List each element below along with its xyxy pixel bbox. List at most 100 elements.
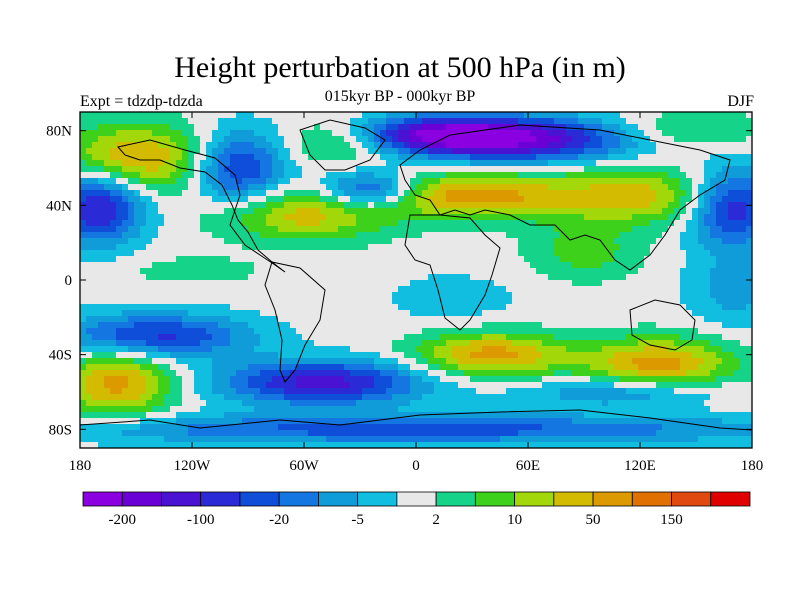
contour-cell: [182, 196, 188, 202]
contour-cell: [176, 346, 182, 352]
contour-cell: [596, 292, 602, 298]
contour-cell: [704, 208, 710, 214]
contour-cell: [122, 172, 128, 178]
contour-cell: [110, 148, 116, 154]
contour-cell: [146, 232, 152, 238]
contour-cell: [506, 184, 512, 190]
contour-cell: [548, 202, 554, 208]
contour-cell: [734, 364, 740, 370]
contour-cell: [320, 340, 326, 346]
contour-cell: [290, 208, 296, 214]
contour-cell: [686, 262, 692, 268]
contour-cell: [434, 310, 440, 316]
contour-cell: [266, 172, 272, 178]
contour-cell: [440, 184, 446, 190]
contour-cell: [608, 328, 614, 334]
contour-cell: [218, 340, 224, 346]
contour-cell: [368, 154, 374, 160]
contour-cell: [680, 334, 686, 340]
contour-cell: [206, 118, 212, 124]
contour-cell: [656, 154, 662, 160]
contour-cell: [710, 250, 716, 256]
contour-cell: [308, 148, 314, 154]
contour-cell: [416, 262, 422, 268]
contour-cell: [182, 178, 188, 184]
contour-cell: [320, 274, 326, 280]
contour-cell: [422, 274, 428, 280]
contour-cell: [434, 244, 440, 250]
contour-cell: [482, 130, 488, 136]
contour-cell: [176, 268, 182, 274]
contour-cell: [698, 370, 704, 376]
contour-cell: [686, 274, 692, 280]
contour-cell: [86, 130, 92, 136]
contour-cell: [224, 334, 230, 340]
contour-cell: [650, 250, 656, 256]
contour-cell: [104, 340, 110, 346]
contour-cell: [548, 316, 554, 322]
contour-cell: [242, 160, 248, 166]
contour-cell: [404, 256, 410, 262]
contour-cell: [368, 118, 374, 124]
contour-cell: [80, 340, 86, 346]
contour-cell: [704, 196, 710, 202]
contour-cell: [566, 274, 572, 280]
contour-cell: [428, 292, 434, 298]
contour-cell: [320, 370, 326, 376]
contour-cell: [344, 376, 350, 382]
contour-cell: [446, 118, 452, 124]
contour-cell: [458, 208, 464, 214]
contour-cell: [488, 334, 494, 340]
contour-cell: [560, 346, 566, 352]
contour-cell: [434, 256, 440, 262]
contour-cell: [80, 238, 86, 244]
contour-cell: [374, 232, 380, 238]
contour-cell: [692, 328, 698, 334]
contour-cell: [680, 244, 686, 250]
contour-cell: [536, 196, 542, 202]
contour-cell: [296, 262, 302, 268]
contour-cell: [398, 130, 404, 136]
contour-cell: [422, 376, 428, 382]
contour-cell: [176, 238, 182, 244]
contour-cell: [638, 370, 644, 376]
contour-cell: [260, 130, 266, 136]
contour-cell: [548, 118, 554, 124]
contour-cell: [584, 160, 590, 166]
contour-cell: [704, 256, 710, 262]
contour-cell: [260, 346, 266, 352]
contour-cell: [164, 340, 170, 346]
contour-cell: [650, 292, 656, 298]
contour-cell: [284, 226, 290, 232]
contour-cell: [518, 118, 524, 124]
contour-cell: [260, 370, 266, 376]
contour-cell: [404, 244, 410, 250]
contour-cell: [422, 304, 428, 310]
contour-cell: [260, 166, 266, 172]
contour-cell: [686, 352, 692, 358]
contour-cell: [692, 352, 698, 358]
contour-cell: [308, 358, 314, 364]
contour-cell: [710, 136, 716, 142]
contour-cell: [170, 370, 176, 376]
contour-cell: [368, 316, 374, 322]
contour-cell: [548, 142, 554, 148]
contour-cell: [128, 178, 134, 184]
contour-cell: [482, 310, 488, 316]
contour-cell: [488, 130, 494, 136]
contour-cell: [140, 268, 146, 274]
contour-cell: [92, 274, 98, 280]
contour-cell: [644, 232, 650, 238]
contour-cell: [374, 172, 380, 178]
contour-cell: [398, 358, 404, 364]
contour-cell: [614, 244, 620, 250]
contour-cell: [650, 334, 656, 340]
contour-cell: [176, 112, 182, 118]
contour-cell: [338, 346, 344, 352]
contour-cell: [302, 328, 308, 334]
contour-cell: [362, 142, 368, 148]
contour-cell: [380, 286, 386, 292]
contour-cell: [404, 268, 410, 274]
contour-cell: [356, 328, 362, 334]
contour-cell: [188, 118, 194, 124]
